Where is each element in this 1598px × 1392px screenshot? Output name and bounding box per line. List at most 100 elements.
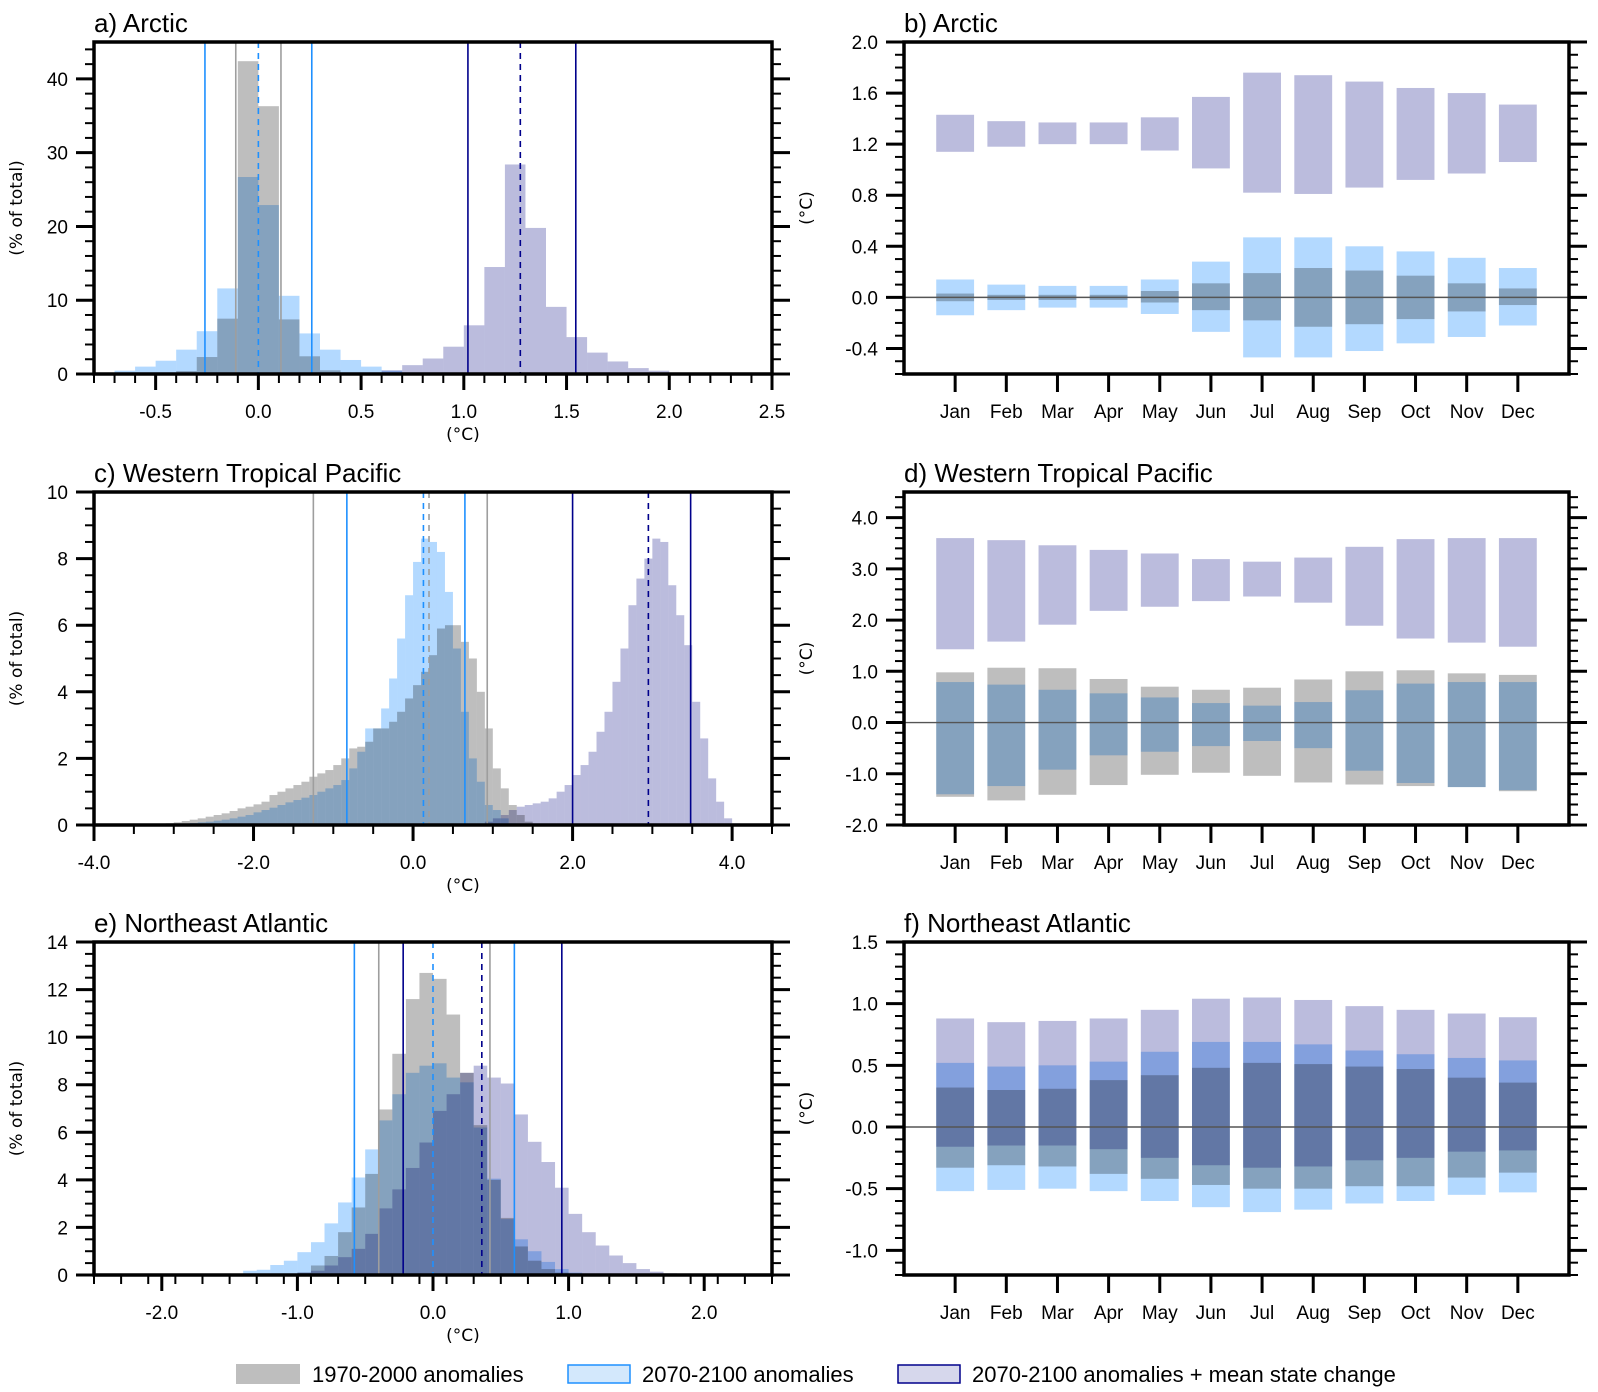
- plot-area: [114, 42, 690, 374]
- range-bar-purple-oct: [1396, 87, 1435, 180]
- x-tick-label: Nov: [1450, 1303, 1484, 1324]
- range-bar-purple-jan: [936, 538, 975, 650]
- x-tick-label: Oct: [1401, 402, 1431, 423]
- histogram-bar-purple: [378, 1208, 393, 1275]
- range-bar-blue-dec: [1498, 682, 1537, 791]
- histogram-bar-purple: [532, 803, 541, 825]
- series-purple: [361, 164, 690, 374]
- range-bar-purple-jun: [1191, 96, 1230, 169]
- range-bar-purple-aug: [1294, 999, 1333, 1167]
- histogram-bar-blue: [278, 295, 300, 374]
- histogram-bar-purple: [622, 1263, 637, 1275]
- x-tick-label: Jan: [940, 1303, 971, 1324]
- y-tick-label: 3.0: [852, 560, 878, 581]
- legend-item-blue: 2070-2100 anomalies: [567, 1362, 854, 1387]
- range-bar-purple-mar: [1038, 122, 1077, 145]
- range-bar-purple-may: [1140, 117, 1179, 151]
- histogram-bar-purple: [628, 368, 649, 374]
- histogram-bar-blue: [365, 728, 374, 825]
- x-tick-label: Feb: [990, 853, 1023, 874]
- x-tick-label: 2.5: [759, 402, 785, 423]
- y-tick-label: 10: [47, 291, 68, 312]
- histogram-bar-purple: [514, 1114, 528, 1275]
- histogram-bar-purple: [405, 1167, 420, 1275]
- range-bar-blue-jul: [1243, 705, 1282, 741]
- histogram-bar-blue: [429, 541, 437, 825]
- histogram-bar-blue: [341, 780, 350, 825]
- histogram-bar-gray: [189, 819, 198, 825]
- x-axis: -2.0 -1.0 0.0 1.0 2.0 (°C): [93, 1275, 773, 1346]
- y-tick-label: 0.0: [852, 1118, 878, 1139]
- range-bar-purple-may: [1140, 553, 1179, 607]
- range-bar-purple-mar: [1038, 545, 1077, 625]
- y-tick-label: 6: [57, 1123, 68, 1144]
- histogram-bar-purple: [484, 267, 505, 374]
- series-purple: [936, 72, 1537, 194]
- range-bar-purple-oct: [1396, 539, 1435, 639]
- histogram-bar-blue: [297, 1252, 311, 1275]
- marks: [936, 538, 1537, 801]
- x-tick-label: -0.5: [139, 402, 172, 423]
- series-gray: [936, 667, 1537, 801]
- y-axis-label: (°C): [797, 191, 817, 225]
- y-axis-label: (°C): [797, 1092, 817, 1126]
- histogram-bar-blue: [301, 797, 310, 825]
- panel-title: a) Arctic: [94, 8, 188, 38]
- panel-d: d) Western Tropical Pacific Jan Feb Mar Apr M…: [797, 458, 1587, 874]
- y-tick-label: -0.4: [845, 339, 878, 360]
- histogram-bar-gray: [468, 658, 477, 825]
- x-tick-label: May: [1142, 853, 1178, 874]
- histogram-bar-gray: [181, 821, 190, 825]
- x-tick-label: Mar: [1041, 1303, 1074, 1324]
- panel-title: b) Arctic: [904, 8, 998, 38]
- histogram-bar-blue: [357, 751, 366, 825]
- plot-area: [243, 942, 678, 1275]
- histogram-bar-purple: [540, 801, 549, 825]
- y-tick-label: 0: [57, 365, 68, 386]
- x-tick-label: Jun: [1196, 402, 1227, 423]
- range-bar-purple-jun: [1191, 559, 1230, 602]
- histogram-bar-purple: [463, 325, 485, 374]
- panel-title: f) Northeast Atlantic: [904, 908, 1131, 938]
- y-tick-label: 1.0: [852, 995, 878, 1016]
- y-axis: 0 10 20 30 40 (% of total): [7, 48, 790, 386]
- histogram-bar-purple: [419, 1142, 433, 1275]
- range-bar-purple-jul: [1243, 997, 1282, 1168]
- histogram-bar-blue: [389, 678, 398, 825]
- y-tick-label: 12: [47, 981, 68, 1002]
- histogram-bar-blue: [229, 818, 238, 825]
- histogram-bar-purple: [604, 711, 613, 825]
- histogram-bar-purple: [700, 738, 709, 825]
- x-tick-label: Jul: [1250, 1303, 1274, 1324]
- histogram-bar-blue: [258, 205, 279, 374]
- range-bar-blue-apr: [1089, 693, 1128, 756]
- histogram-bar-gray: [484, 728, 493, 825]
- panel-a: a) Arctic -0.5 0.0 0.5 1.0 1.5 2.0 2.5 (°C) 0 10 20…: [7, 8, 790, 445]
- x-tick-label: Oct: [1401, 1303, 1431, 1324]
- y-tick-label: 1.2: [852, 135, 878, 156]
- x-tick-label: -1.0: [281, 1303, 314, 1324]
- plot-frame: [92, 940, 774, 1277]
- histogram-bar-purple: [525, 227, 546, 374]
- y-tick-label: -0.5: [845, 1180, 878, 1201]
- histogram-bar-blue: [421, 538, 430, 825]
- histogram-bar-purple: [492, 818, 501, 825]
- histogram-bar-blue: [340, 359, 362, 374]
- x-tick-label: 0.5: [348, 402, 374, 423]
- x-axis-label: (°C): [446, 876, 480, 896]
- legend-swatch-purple: [897, 1364, 961, 1384]
- x-tick-label: Jun: [1196, 853, 1227, 874]
- histogram-bar-purple: [556, 791, 565, 825]
- x-tick-label: Aug: [1296, 1303, 1330, 1324]
- range-bar-purple-mar: [1038, 1020, 1077, 1146]
- histogram-bar-purple: [324, 1265, 339, 1275]
- histogram-bar-purple: [588, 751, 597, 825]
- x-tick-label: Apr: [1094, 1303, 1124, 1324]
- panel-title: e) Northeast Atlantic: [94, 908, 328, 938]
- histogram-bar-purple: [381, 370, 403, 374]
- histogram-bar-gray: [213, 815, 222, 825]
- y-tick-label: -1.0: [845, 1241, 878, 1262]
- histogram-bar-purple: [422, 358, 444, 374]
- legend-swatch-gray: [236, 1364, 300, 1384]
